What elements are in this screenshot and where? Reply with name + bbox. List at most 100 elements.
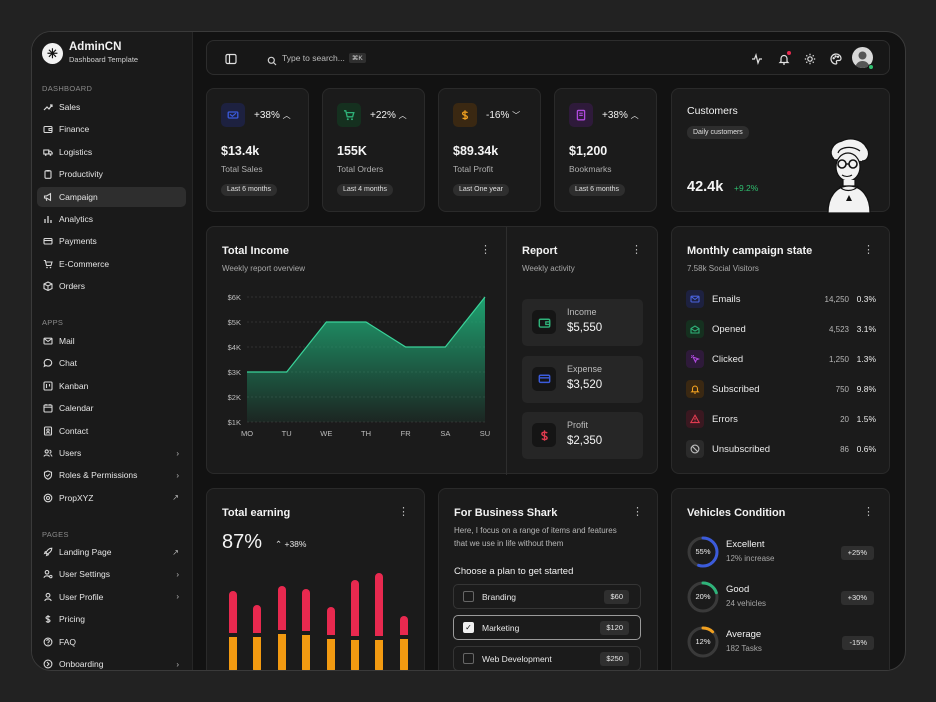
- sidebar-item-calendar[interactable]: Calendar: [37, 398, 186, 418]
- earning-bar-bottom: [399, 639, 408, 670]
- campaign-percent: 9.8%: [856, 384, 876, 394]
- sidebar-item-label: Logistics: [59, 146, 93, 157]
- sidebar-item-finance[interactable]: Finance: [37, 119, 186, 139]
- brand[interactable]: ✳ AdminCN Dashboard Template: [42, 41, 138, 65]
- stat-label: Total Sales: [221, 164, 263, 174]
- sidebar-item-logistics[interactable]: Logistics: [37, 142, 186, 162]
- income-area: [247, 297, 485, 422]
- sidebar-item-orders[interactable]: Orders: [37, 276, 186, 296]
- sidebar-item-kanban[interactable]: Kanban: [37, 376, 186, 396]
- avatar[interactable]: [852, 47, 873, 68]
- sidebar-item-productivity[interactable]: Productivity: [37, 164, 186, 184]
- checkbox-icon[interactable]: [463, 653, 474, 664]
- kanban-icon: [43, 381, 53, 391]
- sidebar-item-campaign[interactable]: Campaign: [37, 186, 186, 207]
- business-menu-icon[interactable]: ⋮: [632, 506, 643, 518]
- vehicle-badge: -15%: [842, 636, 874, 650]
- report-income-box[interactable]: Income $5,550: [522, 299, 643, 346]
- contact-icon: [43, 426, 53, 436]
- bookmark-icon: [569, 103, 593, 127]
- sidebar-item-payments[interactable]: Payments: [37, 231, 186, 251]
- mail-open-icon: [686, 320, 704, 338]
- theme-sun-icon[interactable]: [804, 52, 816, 65]
- report-profit-box[interactable]: Profit $2,350: [522, 412, 643, 459]
- earning-bar-top: [253, 605, 262, 634]
- chat-icon: [43, 358, 53, 368]
- x-tick-label: TU: [282, 429, 292, 438]
- sidebar-item-analytics[interactable]: Analytics: [37, 209, 186, 229]
- sidebar-item-roles-permissions[interactable]: Roles & Permissions ›: [37, 465, 186, 485]
- campaign-row-subscribed: Subscribed 750 9.8%: [686, 379, 876, 399]
- campaign-count: 4,523: [828, 324, 849, 334]
- plan-label: Web Development: [482, 653, 552, 664]
- checkbox-checked-icon[interactable]: ✓: [463, 622, 474, 633]
- plan-option-branding[interactable]: Branding $60: [453, 584, 641, 609]
- earning-bar-bottom: [277, 634, 286, 670]
- sidebar-toggle-icon[interactable]: [225, 52, 237, 65]
- ticket-icon: [221, 103, 245, 127]
- badge-icon: [43, 493, 53, 503]
- search-input[interactable]: Type to search...: [282, 53, 345, 63]
- sidebar-item-label: FAQ: [59, 636, 77, 647]
- y-tick-label: $3K: [228, 368, 241, 377]
- stat-card: +38% ︿ $13.4k Total Sales Last 6 months: [206, 88, 309, 212]
- earning-bar-top: [229, 590, 237, 634]
- dollar-icon: [453, 103, 477, 127]
- plan-option-marketing[interactable]: ✓ Marketing $120: [453, 615, 641, 640]
- checkbox-icon[interactable]: [463, 591, 474, 602]
- report-menu-icon[interactable]: ⋮: [631, 244, 642, 256]
- sidebar-item-faq[interactable]: FAQ: [37, 632, 186, 652]
- sidebar-item-user-profile[interactable]: User Profile ›: [37, 587, 186, 607]
- sidebar-item-onboarding[interactable]: Onboarding ›: [37, 654, 186, 670]
- stat-period: Last One year: [453, 184, 509, 196]
- customers-title: Customers: [687, 105, 738, 117]
- sidebar-item-user-settings[interactable]: User Settings ›: [37, 564, 186, 584]
- campaign-count: 14,250: [824, 294, 849, 304]
- stat-label: Bookmarks: [569, 164, 612, 174]
- mail-icon: [686, 290, 704, 308]
- sidebar-item-contact[interactable]: Contact: [37, 421, 186, 441]
- sidebar-item-users[interactable]: Users ›: [37, 443, 186, 463]
- earning-menu-icon[interactable]: ⋮: [398, 506, 409, 518]
- report-label: Profit: [567, 420, 589, 430]
- notification-bell-icon[interactable]: [778, 51, 791, 65]
- campaign-percent: 1.5%: [856, 414, 876, 424]
- sidebar-item-chat[interactable]: Chat: [37, 353, 186, 373]
- vehicle-subtitle: 12% increase: [726, 554, 775, 563]
- sidebar-item-label: Sales: [59, 102, 81, 112]
- chevron-right-icon: ›: [176, 592, 179, 602]
- stat-change: +22% ︿: [370, 110, 407, 121]
- chevron-right-icon: ›: [176, 659, 179, 669]
- search-bar[interactable]: Type to search... ⌘K: [267, 51, 366, 66]
- sidebar-item-mail[interactable]: Mail: [37, 331, 186, 351]
- dollar-icon: [43, 614, 53, 624]
- sidebar-item-propxyz[interactable]: PropXYZ ↗: [37, 488, 186, 508]
- earning-bar-top: [326, 606, 335, 636]
- stat-value: $89.34k: [453, 144, 499, 158]
- earning-bar-top: [375, 573, 384, 637]
- sidebar-item-sales[interactable]: Sales: [37, 97, 186, 117]
- income-menu-icon[interactable]: ⋮: [480, 244, 491, 256]
- chevron-up-icon: ︿: [398, 111, 407, 120]
- report-expense-box[interactable]: Expense $3,520: [522, 355, 643, 403]
- sidebar-item-e-commerce[interactable]: E-Commerce: [37, 254, 186, 274]
- shield-icon: [43, 470, 53, 481]
- sidebar-item-pricing[interactable]: Pricing: [37, 609, 186, 629]
- x-tick-label: WE: [320, 429, 332, 438]
- palette-icon[interactable]: [830, 52, 842, 65]
- earning-bar-top: [277, 586, 286, 631]
- stat-period: Last 6 months: [221, 184, 277, 196]
- sidebar: ✳ AdminCN Dashboard Template DASHBOARD S…: [32, 32, 193, 670]
- vehicle-percent: 12%: [695, 637, 711, 646]
- activity-icon[interactable]: [751, 52, 763, 66]
- business-desc-1: Here, I focus on a range of items and fe…: [454, 526, 617, 535]
- campaign-menu-icon[interactable]: ⋮: [863, 244, 874, 256]
- dollar-icon: [532, 423, 556, 447]
- sidebar-item-landing-page[interactable]: Landing Page ↗: [37, 542, 186, 562]
- mail-icon: [43, 336, 53, 346]
- income-title: Total Income: [222, 245, 290, 257]
- vehicles-menu-icon[interactable]: ⋮: [863, 506, 874, 518]
- plan-option-web-development[interactable]: Web Development $250: [453, 646, 641, 670]
- clipboard-icon: [43, 169, 53, 180]
- vehicle-badge: +30%: [840, 591, 874, 605]
